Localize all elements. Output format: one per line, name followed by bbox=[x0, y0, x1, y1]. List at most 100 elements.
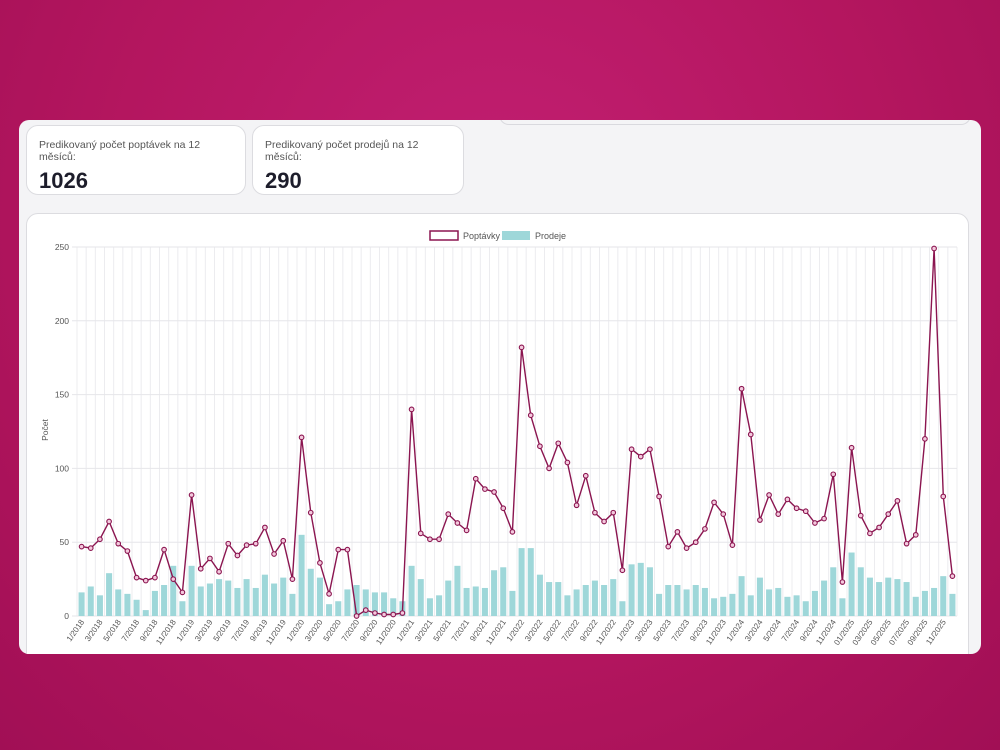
bar-prodeje[interactable] bbox=[747, 595, 754, 616]
point-poptavky[interactable] bbox=[87, 545, 94, 551]
bar-prodeje[interactable] bbox=[326, 604, 333, 616]
point-poptavky[interactable] bbox=[683, 545, 690, 551]
point-poptavky[interactable] bbox=[885, 511, 892, 518]
bar-prodeje[interactable] bbox=[637, 562, 644, 616]
point-poptavky[interactable] bbox=[867, 530, 873, 537]
bar-prodeje[interactable] bbox=[766, 589, 773, 616]
bar-prodeje[interactable] bbox=[885, 577, 892, 616]
bar-prodeje[interactable] bbox=[646, 567, 653, 616]
bar-prodeje[interactable] bbox=[151, 590, 158, 616]
bar-prodeje[interactable] bbox=[546, 582, 553, 616]
bar-prodeje[interactable] bbox=[390, 598, 397, 616]
bar-prodeje[interactable] bbox=[610, 579, 617, 616]
bar-prodeje[interactable] bbox=[738, 576, 745, 616]
bar-prodeje[interactable] bbox=[225, 580, 232, 616]
bar-prodeje[interactable] bbox=[921, 590, 928, 616]
point-poptavky[interactable] bbox=[280, 537, 287, 544]
bar-prodeje[interactable] bbox=[426, 598, 433, 616]
bar-prodeje[interactable] bbox=[912, 596, 919, 616]
bar-prodeje[interactable] bbox=[701, 587, 708, 616]
bar-prodeje[interactable] bbox=[206, 583, 213, 616]
bar-prodeje[interactable] bbox=[665, 585, 672, 616]
bar-prodeje[interactable] bbox=[307, 568, 314, 616]
point-poptavky[interactable] bbox=[527, 412, 534, 419]
point-poptavky[interactable] bbox=[674, 529, 681, 535]
bar-prodeje[interactable] bbox=[408, 565, 415, 616]
point-poptavky[interactable] bbox=[170, 576, 177, 582]
bar-prodeje[interactable] bbox=[536, 574, 543, 616]
legend-swatch-poptavky[interactable] bbox=[429, 230, 459, 241]
point-poptavky[interactable] bbox=[482, 486, 488, 492]
bar-prodeje[interactable] bbox=[289, 593, 296, 616]
point-poptavky[interactable] bbox=[747, 431, 754, 438]
bar-prodeje[interactable] bbox=[335, 601, 342, 616]
bar-prodeje[interactable] bbox=[821, 580, 828, 616]
bar-prodeje[interactable] bbox=[894, 579, 901, 616]
point-poptavky[interactable] bbox=[463, 527, 470, 534]
point-poptavky[interactable] bbox=[573, 502, 580, 509]
point-poptavky[interactable] bbox=[537, 443, 543, 450]
point-poptavky[interactable] bbox=[931, 245, 937, 252]
bar-prodeje[interactable] bbox=[472, 586, 479, 616]
bar-prodeje[interactable] bbox=[298, 534, 305, 616]
bar-prodeje[interactable] bbox=[839, 598, 846, 616]
point-poptavky[interactable] bbox=[197, 565, 204, 572]
bar-prodeje[interactable] bbox=[481, 587, 488, 616]
point-poptavky[interactable] bbox=[821, 515, 827, 522]
point-poptavky[interactable] bbox=[793, 505, 800, 512]
point-poptavky[interactable] bbox=[940, 493, 947, 500]
point-poptavky[interactable] bbox=[518, 344, 525, 351]
point-poptavky[interactable] bbox=[243, 542, 250, 549]
bar-prodeje[interactable] bbox=[133, 599, 140, 616]
point-poptavky[interactable] bbox=[408, 406, 415, 413]
bar-prodeje[interactable] bbox=[188, 565, 195, 616]
point-poptavky[interactable] bbox=[665, 543, 672, 550]
bar-prodeje[interactable] bbox=[78, 592, 85, 616]
point-poptavky[interactable] bbox=[335, 546, 342, 553]
point-poptavky[interactable] bbox=[857, 512, 864, 519]
bar-prodeje[interactable] bbox=[591, 580, 598, 616]
bar-prodeje[interactable] bbox=[142, 610, 149, 616]
point-poptavky[interactable] bbox=[97, 536, 103, 543]
point-poptavky[interactable] bbox=[152, 574, 158, 581]
point-poptavky[interactable] bbox=[454, 520, 461, 526]
bar-prodeje[interactable] bbox=[179, 601, 186, 616]
bar-prodeje[interactable] bbox=[234, 587, 241, 616]
bar-prodeje[interactable] bbox=[445, 580, 452, 616]
legend-swatch-prodeje[interactable] bbox=[502, 231, 530, 240]
bar-prodeje[interactable] bbox=[252, 587, 259, 616]
bar-prodeje[interactable] bbox=[463, 587, 470, 616]
bar-prodeje[interactable] bbox=[436, 595, 443, 616]
point-poptavky[interactable] bbox=[142, 577, 149, 584]
point-poptavky[interactable] bbox=[298, 434, 305, 441]
point-poptavky[interactable] bbox=[738, 385, 745, 392]
point-poptavky[interactable] bbox=[546, 465, 552, 472]
point-poptavky[interactable] bbox=[161, 546, 167, 553]
bar-prodeje[interactable] bbox=[243, 579, 250, 616]
bar-prodeje[interactable] bbox=[417, 579, 424, 616]
bar-prodeje[interactable] bbox=[876, 582, 883, 616]
bar-prodeje[interactable] bbox=[161, 585, 168, 616]
point-poptavky[interactable] bbox=[262, 524, 268, 531]
bar-prodeje[interactable] bbox=[830, 567, 837, 616]
point-poptavky[interactable] bbox=[757, 517, 763, 523]
point-poptavky[interactable] bbox=[830, 471, 837, 478]
point-poptavky[interactable] bbox=[628, 446, 635, 453]
point-poptavky[interactable] bbox=[592, 509, 598, 516]
bar-prodeje[interactable] bbox=[903, 582, 910, 616]
bar-prodeje[interactable] bbox=[518, 548, 525, 616]
point-poptavky[interactable] bbox=[179, 589, 186, 596]
bar-prodeje[interactable] bbox=[280, 577, 287, 616]
bar-prodeje[interactable] bbox=[491, 570, 498, 616]
bar-prodeje[interactable] bbox=[857, 567, 864, 616]
point-poptavky[interactable] bbox=[729, 542, 736, 549]
bar-prodeje[interactable] bbox=[775, 587, 782, 616]
point-poptavky[interactable] bbox=[362, 607, 369, 613]
bar-prodeje[interactable] bbox=[793, 595, 800, 616]
point-poptavky[interactable] bbox=[344, 546, 351, 553]
point-poptavky[interactable] bbox=[427, 536, 433, 543]
legend-label-poptavky[interactable]: Poptávky bbox=[463, 231, 501, 241]
point-poptavky[interactable] bbox=[912, 531, 919, 538]
point-poptavky[interactable] bbox=[647, 446, 653, 453]
bar-prodeje[interactable] bbox=[940, 576, 947, 616]
